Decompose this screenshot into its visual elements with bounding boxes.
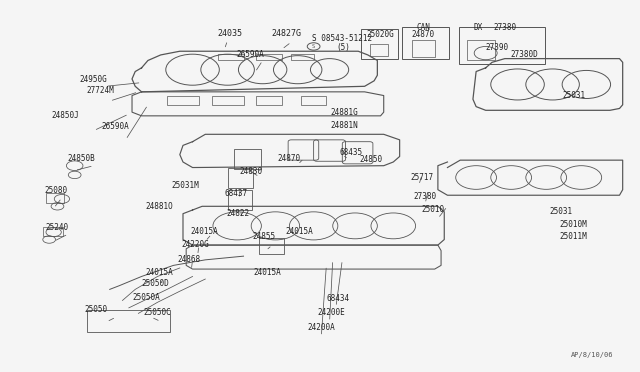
Bar	[256, 54, 282, 61]
Bar	[412, 40, 435, 57]
Text: 68437: 68437	[225, 189, 248, 198]
Text: 25031M: 25031M	[171, 181, 199, 190]
Text: 24850: 24850	[360, 155, 383, 164]
Text: 27380: 27380	[413, 192, 436, 201]
Text: 25010: 25010	[422, 205, 445, 215]
Bar	[228, 167, 253, 188]
Text: CAN: CAN	[416, 23, 430, 32]
Bar	[301, 96, 326, 105]
Text: 24015A: 24015A	[285, 227, 314, 235]
Text: 24015A: 24015A	[254, 268, 282, 277]
Text: S: S	[312, 44, 316, 49]
Text: 24850J: 24850J	[51, 111, 79, 121]
Text: 25020G: 25020G	[366, 30, 394, 39]
Text: 24200A: 24200A	[307, 323, 335, 331]
Text: 25050D: 25050D	[141, 279, 170, 288]
Text: 27380D: 27380D	[510, 51, 538, 60]
Bar	[362, 29, 398, 59]
Text: 25010M: 25010M	[560, 220, 588, 229]
Bar	[46, 193, 64, 203]
Text: DX: DX	[474, 23, 483, 32]
Text: 25050C: 25050C	[143, 308, 172, 317]
Bar	[218, 54, 244, 61]
Text: 24881N: 24881N	[330, 121, 358, 129]
Text: 24015A: 24015A	[190, 227, 218, 235]
Bar	[228, 190, 252, 210]
Text: S 08543-51212: S 08543-51212	[312, 34, 372, 43]
Text: 24850B: 24850B	[67, 154, 95, 163]
Bar	[467, 40, 495, 61]
Text: 24220G: 24220G	[182, 240, 210, 249]
Text: 25011M: 25011M	[560, 232, 588, 241]
Bar	[370, 44, 388, 56]
Text: 24868: 24868	[178, 254, 201, 264]
Bar	[459, 27, 545, 64]
Text: 26590A: 26590A	[236, 51, 264, 60]
Text: 24950G: 24950G	[80, 75, 108, 84]
Text: 25717: 25717	[410, 173, 433, 182]
Text: 24827G: 24827G	[271, 29, 301, 38]
Bar	[212, 96, 244, 105]
Text: 24830: 24830	[239, 167, 263, 176]
Text: 24035: 24035	[217, 29, 242, 38]
Bar	[167, 96, 199, 105]
Text: 24200E: 24200E	[317, 308, 346, 317]
Text: 24822: 24822	[227, 209, 250, 218]
Text: 24870: 24870	[412, 30, 435, 39]
Text: 24015A: 24015A	[145, 268, 173, 277]
Text: 24855: 24855	[252, 232, 275, 241]
Text: 25031: 25031	[562, 91, 585, 100]
Text: (5): (5)	[336, 43, 350, 52]
Text: 27724M: 27724M	[86, 86, 114, 95]
Text: 27380: 27380	[493, 23, 516, 32]
Bar	[401, 27, 449, 59]
Bar	[43, 227, 63, 236]
Text: 24870: 24870	[278, 154, 301, 163]
Text: 25050: 25050	[84, 305, 108, 314]
Text: 27390: 27390	[486, 43, 509, 52]
Text: 25050A: 25050A	[133, 293, 161, 302]
Bar	[234, 149, 260, 169]
Text: 26590A: 26590A	[101, 122, 129, 131]
Text: 24881O: 24881O	[145, 202, 173, 211]
Bar	[259, 238, 284, 254]
Text: 68435: 68435	[339, 148, 362, 157]
Text: AP/8/10/06: AP/8/10/06	[571, 352, 613, 358]
Bar	[291, 54, 314, 61]
Text: 25031: 25031	[549, 206, 572, 216]
Text: 68434: 68434	[326, 294, 349, 303]
Bar	[256, 96, 282, 105]
Text: 24881G: 24881G	[330, 108, 358, 117]
Text: 25080: 25080	[44, 186, 67, 195]
Text: 25240: 25240	[46, 223, 69, 232]
Bar	[88, 310, 170, 332]
